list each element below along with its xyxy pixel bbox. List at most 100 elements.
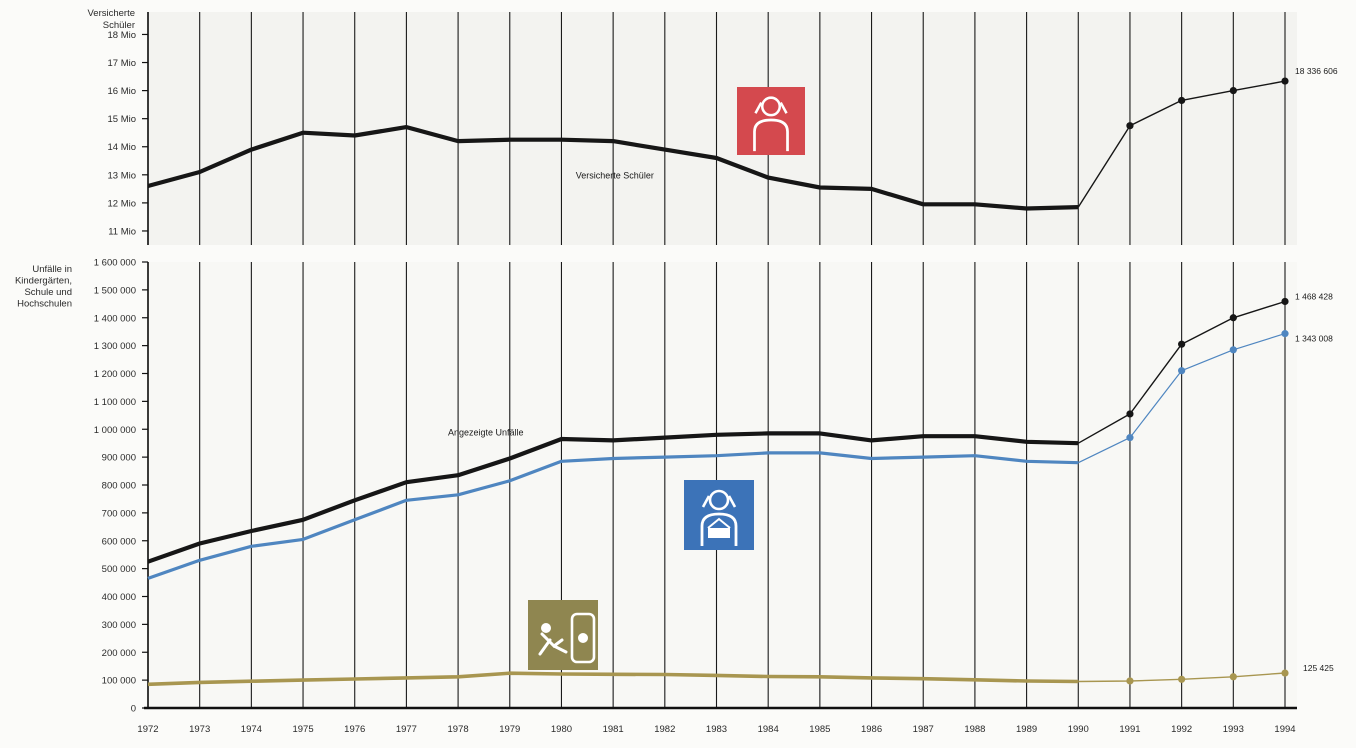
bottom-ytick-label: 0 [131,704,136,715]
versicherte-schueler-point [1178,96,1186,105]
versicherte-schueler-point [1126,122,1134,130]
icon-head [760,96,782,117]
gold-series-point [1281,669,1289,677]
gold-series-point [1126,677,1134,685]
xtick-label: 1986 [861,724,882,735]
bottom-ytick-label: 400 000 [102,592,136,603]
angezeigte-unfaelle-label: Angezeigte Unfälle [448,428,524,438]
end-label: 1 468 428 [1295,291,1333,301]
xtick-label: 1976 [344,724,365,735]
icon-person-body [538,632,568,656]
blue-series-point [1229,346,1237,354]
labels: Versicherte Schüler Angezeigte Unfälle 18 … [448,66,1338,673]
icon-wheel [578,633,588,643]
icons [528,87,805,670]
series [147,77,1289,687]
top-ytick-label: 13 Mio [107,170,136,181]
blue-series-point [1178,367,1186,375]
top-y-axis-title: Versicherte Schüler [87,8,135,31]
xtick-label: 1994 [1274,724,1295,735]
blue-series-line-west [147,451,1079,580]
bottom-ytick-label: 1 400 000 [94,313,136,324]
icon-pigtails [701,495,737,508]
xtick-label: 1985 [809,724,830,735]
bottom-ytick-label: 800 000 [102,481,136,492]
top-ytick-label: 18 Mio [107,30,136,41]
top-ytick-label: 14 Mio [107,142,136,153]
xtick-label: 1982 [654,724,675,735]
icon-pigtails [754,101,788,114]
icon-person-head [541,623,551,633]
axes: 11 Mio 12 Mio 13 Mio 14 Mio 15 Mio 16 Mio 17 M… [15,8,1297,735]
top-ytick-label: 17 Mio [107,58,136,69]
gold-series-point [1229,673,1237,681]
bottom-ytick-label: 1 300 000 [94,341,136,352]
icon-body [700,512,738,546]
icon-arm-cast [708,528,730,538]
bottom-y-axis-title: Unfälle in Kindergärten, Schule und Hochsch… [15,264,72,310]
bottom-ytick-label: 200 000 [102,648,136,659]
angezeigte-unfaelle-point [1178,340,1186,348]
top-panel-background [148,12,1297,245]
xtick-label: 1981 [603,724,624,735]
end-label: 125 425 [1303,663,1334,673]
versicherte-schueler-point [1229,87,1237,95]
icon-sling [707,517,731,529]
end-label: 18 336 606 [1295,66,1338,76]
versicherte-schueler-point [1281,77,1289,85]
grid [147,12,1297,708]
xtick-label: 1980 [551,724,572,735]
xtick-label: 1991 [1119,724,1140,735]
bottom-ytick-label: 600 000 [102,536,136,547]
xtick-label: 1974 [241,724,262,735]
icon-head [708,489,730,511]
xtick-label: 1992 [1171,724,1192,735]
top-ytick-label: 12 Mio [107,198,136,209]
versicherte-schueler-line-west [147,124,1079,211]
top-ytick-label: 15 Mio [107,114,136,125]
bottom-ytick-label: 300 000 [102,620,136,631]
gold-series-point [1178,675,1186,683]
end-label: 1 343 008 [1295,334,1333,344]
icon-background [528,600,598,670]
xtick-label: 1988 [964,724,985,735]
versicherte-schueler-label: Versicherte Schüler [576,171,654,181]
bottom-ytick-label: 1 200 000 [94,369,136,380]
bottom-ytick-label: 1 100 000 [94,397,136,408]
injured-schoolgirl-icon [684,480,754,550]
traffic-accident-icon [528,600,598,670]
xtick-label: 1987 [913,724,934,735]
gold-series-line-west [147,671,1079,687]
angezeigte-unfaelle-point [1281,297,1289,306]
bottom-ytick-label: 500 000 [102,564,136,575]
icon-body [753,118,789,152]
xtick-label: 1977 [396,724,417,735]
xtick-label: 1990 [1068,724,1089,735]
bottom-ytick-label: 100 000 [102,676,136,687]
xtick-label: 1984 [758,724,779,735]
bottom-ytick-label: 900 000 [102,453,136,464]
xtick-label: 1983 [706,724,727,735]
blue-series-point [1126,434,1134,442]
xtick-label: 1979 [499,724,520,735]
icon-car [570,612,596,664]
top-ytick-label: 11 Mio [108,226,136,237]
top-ytick-label: 16 Mio [107,86,136,97]
xtick-label: 1989 [1016,724,1037,735]
xtick-label: 1978 [448,724,469,735]
bottom-ytick-label: 1 500 000 [94,285,136,296]
bottom-ytick-label: 1 000 000 [94,425,136,436]
angezeigte-unfaelle-point [1229,314,1237,322]
bottom-ytick-label: 700 000 [102,508,136,519]
schoolgirl-icon [737,87,805,155]
xtick-label: 1972 [137,724,158,735]
xtick-label: 1973 [189,724,210,735]
angezeigte-unfaelle-point [1126,410,1134,418]
xtick-label: 1975 [292,724,313,735]
bottom-ytick-label: 1 600 000 [94,258,136,269]
angezeigte-unfaelle-line-west [147,431,1079,564]
xtick-label: 1993 [1223,724,1244,735]
blue-series-point [1281,330,1289,338]
